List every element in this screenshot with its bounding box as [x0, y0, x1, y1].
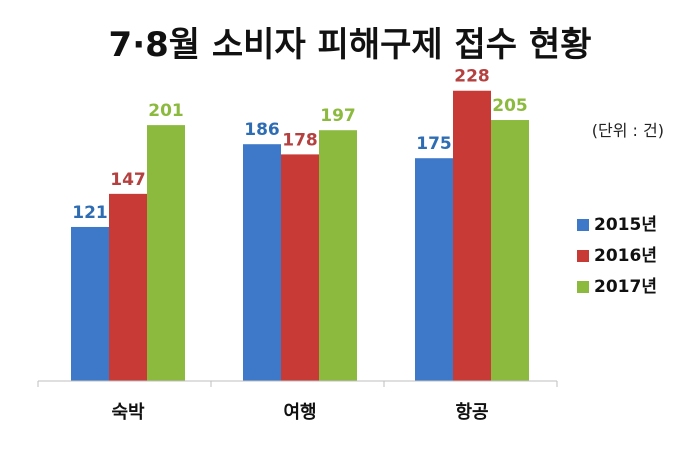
bar-3-1 [415, 158, 453, 381]
bar-1-3 [147, 125, 185, 381]
bar-3-2 [453, 90, 491, 381]
legend-label-1: 2015년 [594, 215, 657, 235]
value-label-1-1: 121 [72, 203, 108, 223]
legend-label-3: 2017년 [594, 277, 657, 297]
bar-1-1 [71, 226, 109, 381]
category-labels: 숙박 여행 항공 [111, 402, 488, 423]
legend-swatch-2 [577, 250, 589, 262]
category-label-1: 숙박 [111, 402, 145, 423]
value-label-2-2: 178 [282, 130, 318, 150]
bar-2-3 [319, 130, 357, 381]
value-label-3-2: 228 [454, 67, 490, 87]
bars-group [71, 90, 529, 382]
value-label-3-3: 205 [492, 96, 528, 116]
legend: 2015년 2016년 2017년 [577, 215, 657, 297]
value-label-3-1: 175 [416, 134, 452, 154]
value-label-2-1: 186 [244, 120, 280, 140]
legend-swatch-1 [577, 219, 589, 231]
chart-title: 7·8월 소비자 피해구제 접수 현황 [109, 25, 592, 65]
legend-swatch-3 [577, 281, 589, 293]
category-label-2: 여행 [283, 402, 316, 423]
bar-1-2 [109, 193, 147, 381]
value-label-2-3: 197 [320, 106, 356, 126]
bar-3-3 [491, 120, 529, 382]
value-label-1-3: 201 [148, 101, 184, 121]
bar-2-2 [281, 154, 319, 381]
unit-note: (단위 : 건) [592, 121, 664, 140]
value-label-1-2: 147 [110, 170, 146, 190]
bar-2-1 [243, 144, 281, 381]
category-label-3: 항공 [455, 402, 488, 423]
legend-label-2: 2016년 [594, 246, 657, 266]
x-axis-ticks [37, 381, 558, 387]
